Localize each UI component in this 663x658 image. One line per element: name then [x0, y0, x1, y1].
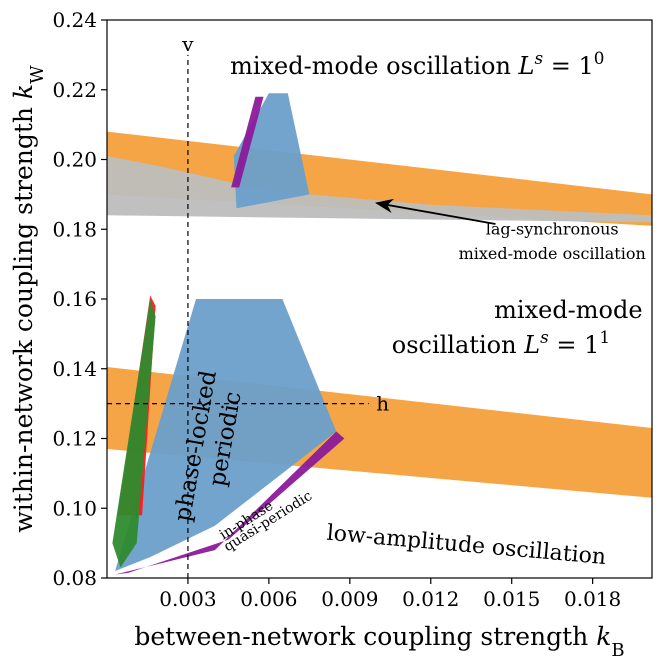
data-regions: [107, 93, 652, 575]
y-axis-ticks: 0.08 0.10 0.12 0.14 0.16 0.18 0.20 0.22 0.24: [52, 8, 107, 590]
region-in-phase-quasi-periodic-upper-edge-: [231, 96, 264, 188]
x-tick-label: 0.003: [159, 587, 216, 611]
x-tick-label: 0.006: [240, 587, 297, 611]
guide-label-h: h: [376, 392, 389, 416]
y-tick-label: 0.18: [52, 217, 97, 241]
arrow-line: [375, 198, 496, 225]
x-axis-label: between-network coupling strength kB: [134, 622, 624, 658]
y-tick-label: 0.10: [52, 496, 97, 520]
y-tick-label: 0.20: [52, 148, 97, 172]
guide-label-v: v: [181, 32, 194, 56]
y-axis-label: within-network coupling strength kW: [9, 65, 48, 533]
guide-lines: vh: [107, 32, 389, 578]
y-tick-label: 0.16: [52, 287, 97, 311]
region-green-cluster: [112, 299, 156, 568]
x-tick-label: 0.018: [564, 587, 621, 611]
y-tick-label: 0.12: [52, 427, 97, 451]
region-phase-locked-periodic-lower-: [115, 299, 337, 571]
annotation-4: oscillation Ls = 11: [392, 327, 610, 359]
annotation-9: low-amplitude oscillation: [326, 521, 607, 570]
region-phase-locked-periodic-upper-: [233, 93, 310, 209]
y-tick-label: 0.24: [52, 8, 97, 32]
y-tick-label: 0.22: [52, 78, 97, 102]
annotation-2: mixed-mode oscillation: [459, 244, 646, 263]
x-tick-label: 0.009: [321, 587, 378, 611]
y-tick-label: 0.08: [52, 566, 97, 590]
annotation-0: mixed-mode oscillation Ls = 10: [230, 48, 604, 80]
x-tick-label: 0.012: [402, 587, 459, 611]
annotation-arrow: [375, 198, 496, 225]
y-tick-label: 0.14: [52, 357, 97, 381]
annotation-1: lag-synchronous: [486, 219, 619, 238]
annotation-3: mixed-mode: [494, 296, 642, 324]
x-tick-label: 0.015: [483, 587, 540, 611]
x-axis-ticks: 0.003 0.006 0.009 0.012 0.015 0.018: [159, 578, 621, 611]
